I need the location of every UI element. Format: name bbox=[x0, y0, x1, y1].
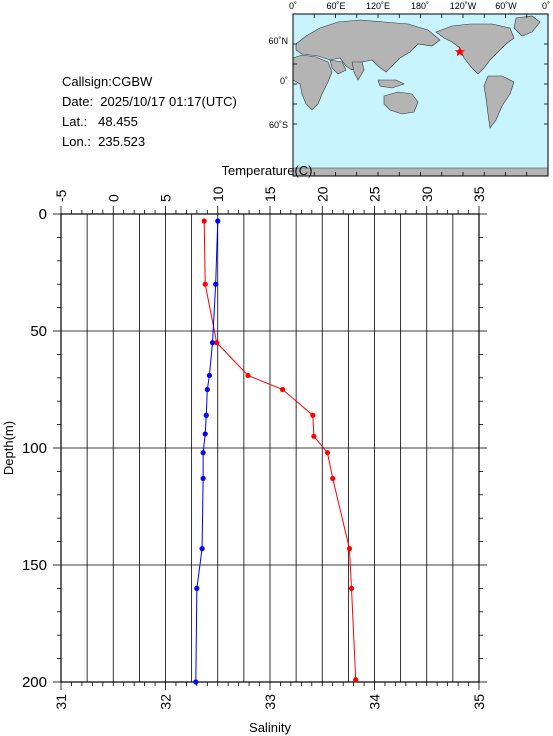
land-greenland bbox=[513, 15, 541, 37]
salinity-point bbox=[194, 585, 200, 592]
map-lat-label: 0˚ bbox=[280, 76, 288, 86]
temperature-tick-label: 15 bbox=[262, 186, 278, 202]
temperature-tick-label: 10 bbox=[210, 186, 226, 202]
map-land bbox=[292, 15, 549, 177]
salinity-line bbox=[195, 221, 219, 683]
chart-grid bbox=[61, 214, 479, 682]
depth-tick-label: 200 bbox=[22, 674, 47, 691]
temperature-point bbox=[245, 372, 251, 379]
salinity-point bbox=[213, 281, 219, 287]
temperature-tick-label: 35 bbox=[471, 186, 487, 202]
land-indonesia bbox=[377, 79, 405, 89]
land-india bbox=[351, 61, 365, 81]
temperature-tick-label: 0 bbox=[105, 194, 121, 202]
salinity-point bbox=[215, 218, 221, 224]
temperature-line bbox=[203, 221, 357, 680]
temperature-point bbox=[311, 433, 317, 439]
map-lon-label: 60˚W bbox=[495, 1, 517, 11]
temperature-tick-label: 30 bbox=[419, 186, 435, 202]
temperature-point bbox=[279, 386, 286, 393]
land-arabia bbox=[329, 59, 347, 75]
land-africa bbox=[292, 54, 333, 111]
temperature-tick-label: 5 bbox=[158, 194, 174, 202]
longitude-text: Lon.: 235.523 bbox=[62, 134, 146, 149]
land-south-america bbox=[483, 75, 515, 129]
temperature-axis-label: Temperature(C) bbox=[221, 163, 312, 178]
salinity-tick-label: 34 bbox=[367, 694, 383, 710]
temperature-point bbox=[348, 585, 355, 592]
temperature-point bbox=[201, 218, 207, 224]
salinity-axis-label: Salinity bbox=[249, 720, 291, 735]
callsign-text: Callsign:CGBW bbox=[62, 74, 153, 89]
depth-tick-label: 150 bbox=[22, 557, 47, 574]
land-eurasia bbox=[295, 19, 441, 73]
salinity-tick-labels: 31 32 33 34 35 bbox=[53, 694, 487, 710]
salinity-point bbox=[209, 340, 216, 346]
salinity-point bbox=[193, 679, 199, 685]
salinity-point bbox=[204, 386, 210, 393]
temperature-point bbox=[353, 677, 359, 683]
salinity-point bbox=[203, 412, 209, 418]
land-australia bbox=[383, 91, 419, 115]
salinity-tick-label: 32 bbox=[158, 694, 174, 710]
temperature-tick-label: 25 bbox=[367, 186, 383, 202]
map-lon-label: 180˚ bbox=[411, 1, 429, 11]
salinity-point bbox=[202, 431, 208, 437]
salinity-tick-label: 33 bbox=[262, 694, 278, 710]
map-lon-label: 0˚ bbox=[542, 1, 550, 11]
temperature-point bbox=[330, 475, 336, 482]
map-lat-label: 60˚S bbox=[269, 120, 288, 130]
temperature-point bbox=[202, 281, 208, 287]
salinity-tick-label: 31 bbox=[53, 694, 69, 710]
depth-axis-label: Depth(m) bbox=[1, 421, 16, 475]
salinity-point bbox=[200, 475, 206, 482]
salinity-tick-label: 35 bbox=[471, 694, 487, 710]
map-lon-label: 120˚W bbox=[450, 1, 477, 11]
map-lon-label: 60˚E bbox=[326, 1, 345, 11]
station-info: Callsign:CGBW Date: 2025/10/17 01:17(UTC… bbox=[62, 72, 237, 152]
depth-tick-label: 100 bbox=[22, 440, 47, 457]
temperature-point bbox=[310, 412, 316, 418]
map-frame-ticks bbox=[292, 14, 549, 176]
minor-ticks bbox=[53, 206, 487, 690]
temperature-tick-label: 20 bbox=[314, 186, 330, 202]
salinity-point bbox=[199, 546, 205, 552]
station-marker bbox=[454, 46, 465, 57]
land-north-america bbox=[435, 23, 515, 75]
date-text: Date: 2025/10/17 01:17(UTC) bbox=[62, 94, 237, 109]
plot-frame bbox=[60, 213, 480, 683]
map-lat-label: 60˚N bbox=[268, 36, 288, 46]
latitude-text: Lat.: 48.455 bbox=[62, 114, 138, 129]
world-map: 0˚ 60˚E 120˚E 180˚ 120˚W 60˚W 0˚ 60˚N 0˚… bbox=[268, 1, 550, 177]
temperature-tick-label: -5 bbox=[53, 189, 69, 202]
map-lon-label: 120˚E bbox=[366, 1, 390, 11]
temperature-point bbox=[346, 546, 353, 552]
data-series bbox=[193, 218, 359, 685]
depth-tick-label: 0 bbox=[39, 206, 47, 223]
map-lon-label: 0˚ bbox=[289, 1, 297, 11]
depth-tick-label: 50 bbox=[30, 323, 47, 340]
depth-tick-labels: 0 50 100 150 200 bbox=[22, 206, 47, 691]
temperature-tick-labels: -5 0 5 10 15 20 25 30 35 bbox=[53, 186, 487, 202]
temperature-point bbox=[214, 340, 220, 346]
salinity-point bbox=[206, 372, 212, 379]
salinity-point bbox=[200, 450, 206, 456]
temperature-point bbox=[324, 450, 331, 456]
